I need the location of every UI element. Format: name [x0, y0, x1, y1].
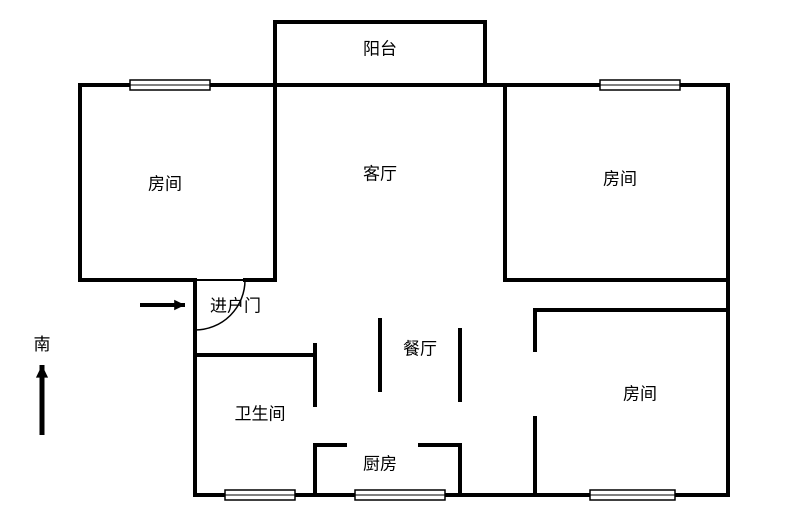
label-bathroom: 卫生间: [235, 404, 286, 423]
floor-plan: 阳台 客厅 餐厅 厨房 卫生间 房间 房间 房间 进户门 南: [0, 0, 800, 528]
label-entry-door: 进户门: [210, 296, 261, 315]
label-living: 客厅: [363, 164, 397, 183]
labels: 阳台 客厅 餐厅 厨房 卫生间 房间 房间 房间 进户门 南: [34, 39, 658, 473]
label-room-right-bottom: 房间: [623, 384, 657, 403]
label-room-right-top: 房间: [603, 169, 637, 188]
label-dining: 餐厅: [403, 339, 437, 358]
label-balcony: 阳台: [363, 39, 397, 58]
arrows: [36, 300, 185, 435]
label-compass: 南: [34, 335, 51, 354]
walls: [80, 22, 728, 495]
label-room-left: 房间: [148, 174, 182, 193]
label-kitchen: 厨房: [363, 454, 397, 473]
windows: [130, 80, 680, 500]
